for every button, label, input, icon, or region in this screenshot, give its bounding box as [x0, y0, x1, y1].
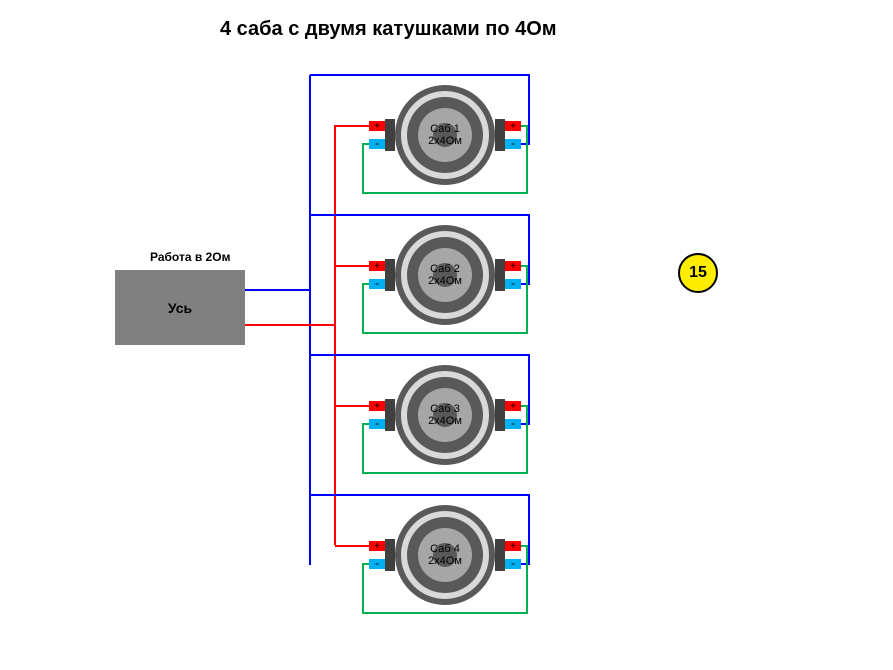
svg-text:+: + — [510, 261, 516, 272]
amplifier-box: Усь — [115, 270, 245, 345]
svg-text:-: - — [375, 416, 379, 430]
speaker-label: Саб 32x4Ом — [415, 403, 475, 427]
svg-text:-: - — [511, 276, 515, 290]
speaker-label: Саб 12x4Ом — [415, 123, 475, 147]
svg-text:-: - — [511, 416, 515, 430]
svg-text:+: + — [374, 121, 380, 132]
amplifier-text: Усь — [168, 300, 192, 316]
amp-mode-label: Работа в 2Ом — [150, 250, 230, 264]
svg-text:-: - — [511, 136, 515, 150]
speaker-label: Саб 22x4Ом — [415, 263, 475, 287]
svg-text:+: + — [510, 121, 516, 132]
svg-text:-: - — [375, 556, 379, 570]
speaker-label: Саб 42x4Ом — [415, 543, 475, 567]
svg-text:+: + — [374, 401, 380, 412]
svg-text:-: - — [511, 556, 515, 570]
svg-text:+: + — [374, 541, 380, 552]
svg-text:+: + — [374, 261, 380, 272]
diagram-number-badge: 15 — [678, 253, 718, 293]
svg-text:-: - — [375, 276, 379, 290]
badge-number: 15 — [689, 264, 707, 282]
diagram-title: 4 саба с двумя катушками по 4Ом — [220, 18, 557, 41]
svg-text:-: - — [375, 136, 379, 150]
svg-text:+: + — [510, 541, 516, 552]
svg-text:+: + — [510, 401, 516, 412]
